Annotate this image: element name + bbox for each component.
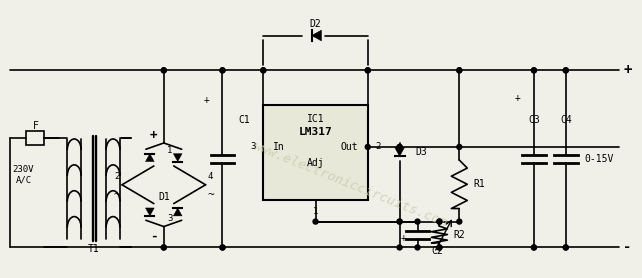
Circle shape [220,68,225,73]
Text: 230V
A/C: 230V A/C [13,165,34,185]
Circle shape [261,68,266,73]
Circle shape [161,68,166,73]
Bar [26,131,44,145]
Text: LM317: LM317 [299,127,333,137]
Text: +: + [623,63,632,77]
Circle shape [261,68,266,73]
Circle shape [563,245,568,250]
Circle shape [563,68,568,73]
Text: Adj: Adj [307,158,324,168]
Circle shape [365,145,370,150]
Circle shape [161,245,166,250]
Polygon shape [311,30,322,41]
Circle shape [313,219,318,224]
Circle shape [437,219,442,224]
Circle shape [532,245,537,250]
Text: IC1: IC1 [307,114,324,124]
Circle shape [397,145,402,150]
Circle shape [457,68,462,73]
Circle shape [161,68,166,73]
Text: C2: C2 [431,246,443,256]
Text: D1: D1 [158,192,169,202]
Text: -: - [623,240,632,254]
Polygon shape [146,208,154,216]
Polygon shape [395,147,404,157]
Circle shape [397,245,402,250]
Circle shape [220,68,225,73]
Circle shape [532,68,537,73]
Circle shape [415,219,420,224]
Circle shape [415,245,420,250]
Text: Out: Out [340,142,358,152]
Circle shape [457,219,462,224]
Circle shape [365,68,370,73]
Text: R2: R2 [453,230,465,240]
Circle shape [437,245,442,250]
Circle shape [161,245,166,250]
Text: 3: 3 [250,142,256,152]
Text: T1: T1 [88,244,100,254]
Circle shape [397,145,402,150]
Text: 2: 2 [114,172,119,181]
Circle shape [563,68,568,73]
Circle shape [457,145,462,150]
Text: ~: ~ [207,190,214,200]
Polygon shape [173,208,182,216]
Text: D3: D3 [415,147,428,157]
Text: -: - [150,230,157,243]
Circle shape [563,245,568,250]
Circle shape [220,245,225,250]
Bar [263,105,368,200]
Text: F: F [33,121,39,131]
Text: +: + [204,95,209,105]
Circle shape [437,245,442,250]
Circle shape [397,219,402,224]
Text: C4: C4 [560,115,571,125]
Text: 1: 1 [167,147,173,155]
Text: C1: C1 [238,115,250,125]
Text: +: + [401,232,406,242]
Circle shape [365,68,370,73]
Text: C3: C3 [528,115,540,125]
Text: 1: 1 [313,207,318,216]
Text: In: In [273,142,285,152]
Polygon shape [146,154,154,162]
Text: 0-15V: 0-15V [584,154,614,164]
Text: D2: D2 [309,19,322,29]
Text: +: + [150,128,157,142]
Circle shape [532,245,537,250]
Text: +: + [515,93,521,103]
Text: 3: 3 [167,214,173,223]
Circle shape [397,219,402,224]
Text: 2: 2 [376,142,381,152]
Text: www.electroniccircuits.com: www.electroniccircuits.com [251,140,449,230]
Text: R1: R1 [473,179,485,189]
Polygon shape [173,154,182,162]
Text: ~: ~ [114,190,121,200]
Circle shape [220,245,225,250]
Text: 4: 4 [208,172,213,181]
Circle shape [532,68,537,73]
Circle shape [457,68,462,73]
Circle shape [437,219,442,224]
